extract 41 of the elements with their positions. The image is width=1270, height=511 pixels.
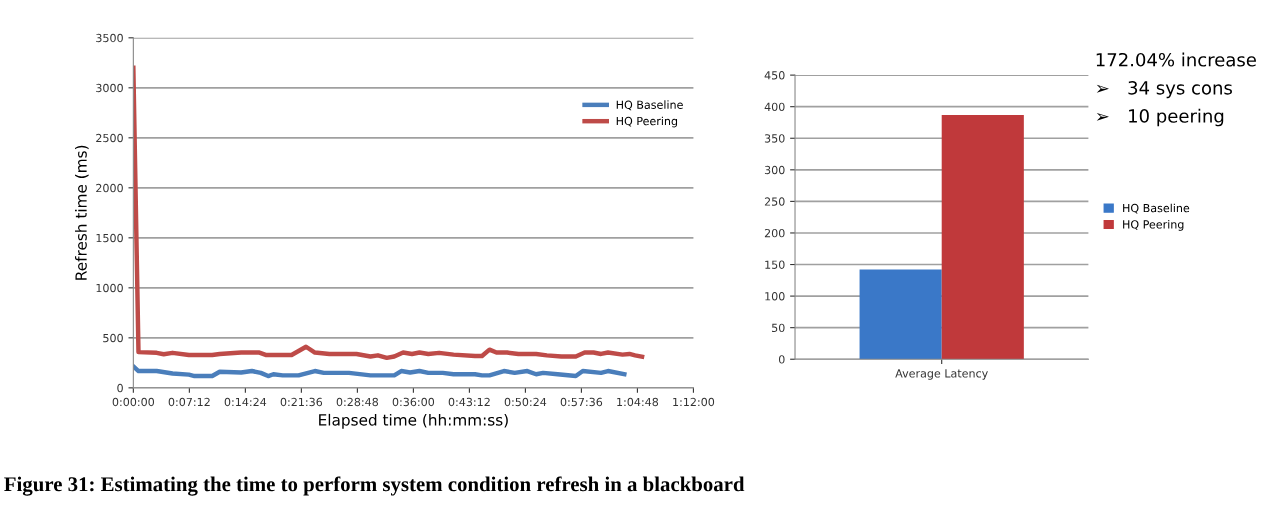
x-tick-label: 0:14:24 <box>224 397 267 407</box>
y-tick-label: 350 <box>764 134 785 143</box>
caption: Figure 31: Estimating the time to perform system condition refresh in a blackboard <box>4 476 745 496</box>
text: ➢ 10 peering <box>1096 108 1224 127</box>
x-axis-title: Elapsed time (hh:mm:ss) <box>319 413 508 429</box>
y-tick-label: 0 <box>117 383 123 393</box>
y-tick-label: 1000 <box>96 283 123 293</box>
y-tick-label: 3000 <box>96 83 123 93</box>
y-tick-label: 300 <box>764 165 785 175</box>
legend-label: HQ Baseline <box>616 100 683 111</box>
x-tick-label: 0:28:48 <box>336 397 379 407</box>
x-tick-label: Average Latency <box>895 369 988 380</box>
y-tick-label: 2000 <box>96 183 123 193</box>
x-tick-label: 1:12:00 <box>673 397 715 407</box>
line-series <box>133 364 627 379</box>
legend-label: HQ Baseline <box>1123 203 1190 214</box>
y-tick-label: 400 <box>764 102 785 112</box>
legend-label: HQ Peering <box>1123 219 1184 231</box>
x-tick-label: 0:21:36 <box>280 397 323 407</box>
text: ➢ 34 sys cons <box>1096 81 1232 99</box>
legend-label: HQ Peering <box>616 116 678 128</box>
y-tick-label: 450 <box>764 71 785 80</box>
y-tick-label: 500 <box>103 333 123 343</box>
text: 172.04% increase <box>1096 52 1256 67</box>
y-tick-label: 100 <box>765 292 785 301</box>
x-tick-label: 0:43:12 <box>448 397 490 407</box>
x-tick-label: 0:00:00 <box>112 397 155 407</box>
y-tick-label: 0 <box>778 355 785 364</box>
x-tick-label: 0:50:24 <box>504 397 547 407</box>
y-tick-label: 250 <box>764 197 785 206</box>
y-tick-label: 3500 <box>96 33 123 43</box>
y-tick-label: 200 <box>764 228 785 238</box>
y-axis-title: Refresh time (ms) <box>75 145 89 280</box>
x-tick-label: 1:04:48 <box>617 397 659 407</box>
x-tick-label: 0:36:00 <box>392 397 435 407</box>
y-tick-label: 150 <box>765 260 785 269</box>
y-tick-label: 50 <box>772 323 785 333</box>
y-tick-label: 2500 <box>96 133 123 143</box>
y-tick-label: 1500 <box>96 233 123 243</box>
x-tick-label: 0:07:12 <box>168 397 210 407</box>
x-tick-label: 0:57:36 <box>560 397 603 407</box>
